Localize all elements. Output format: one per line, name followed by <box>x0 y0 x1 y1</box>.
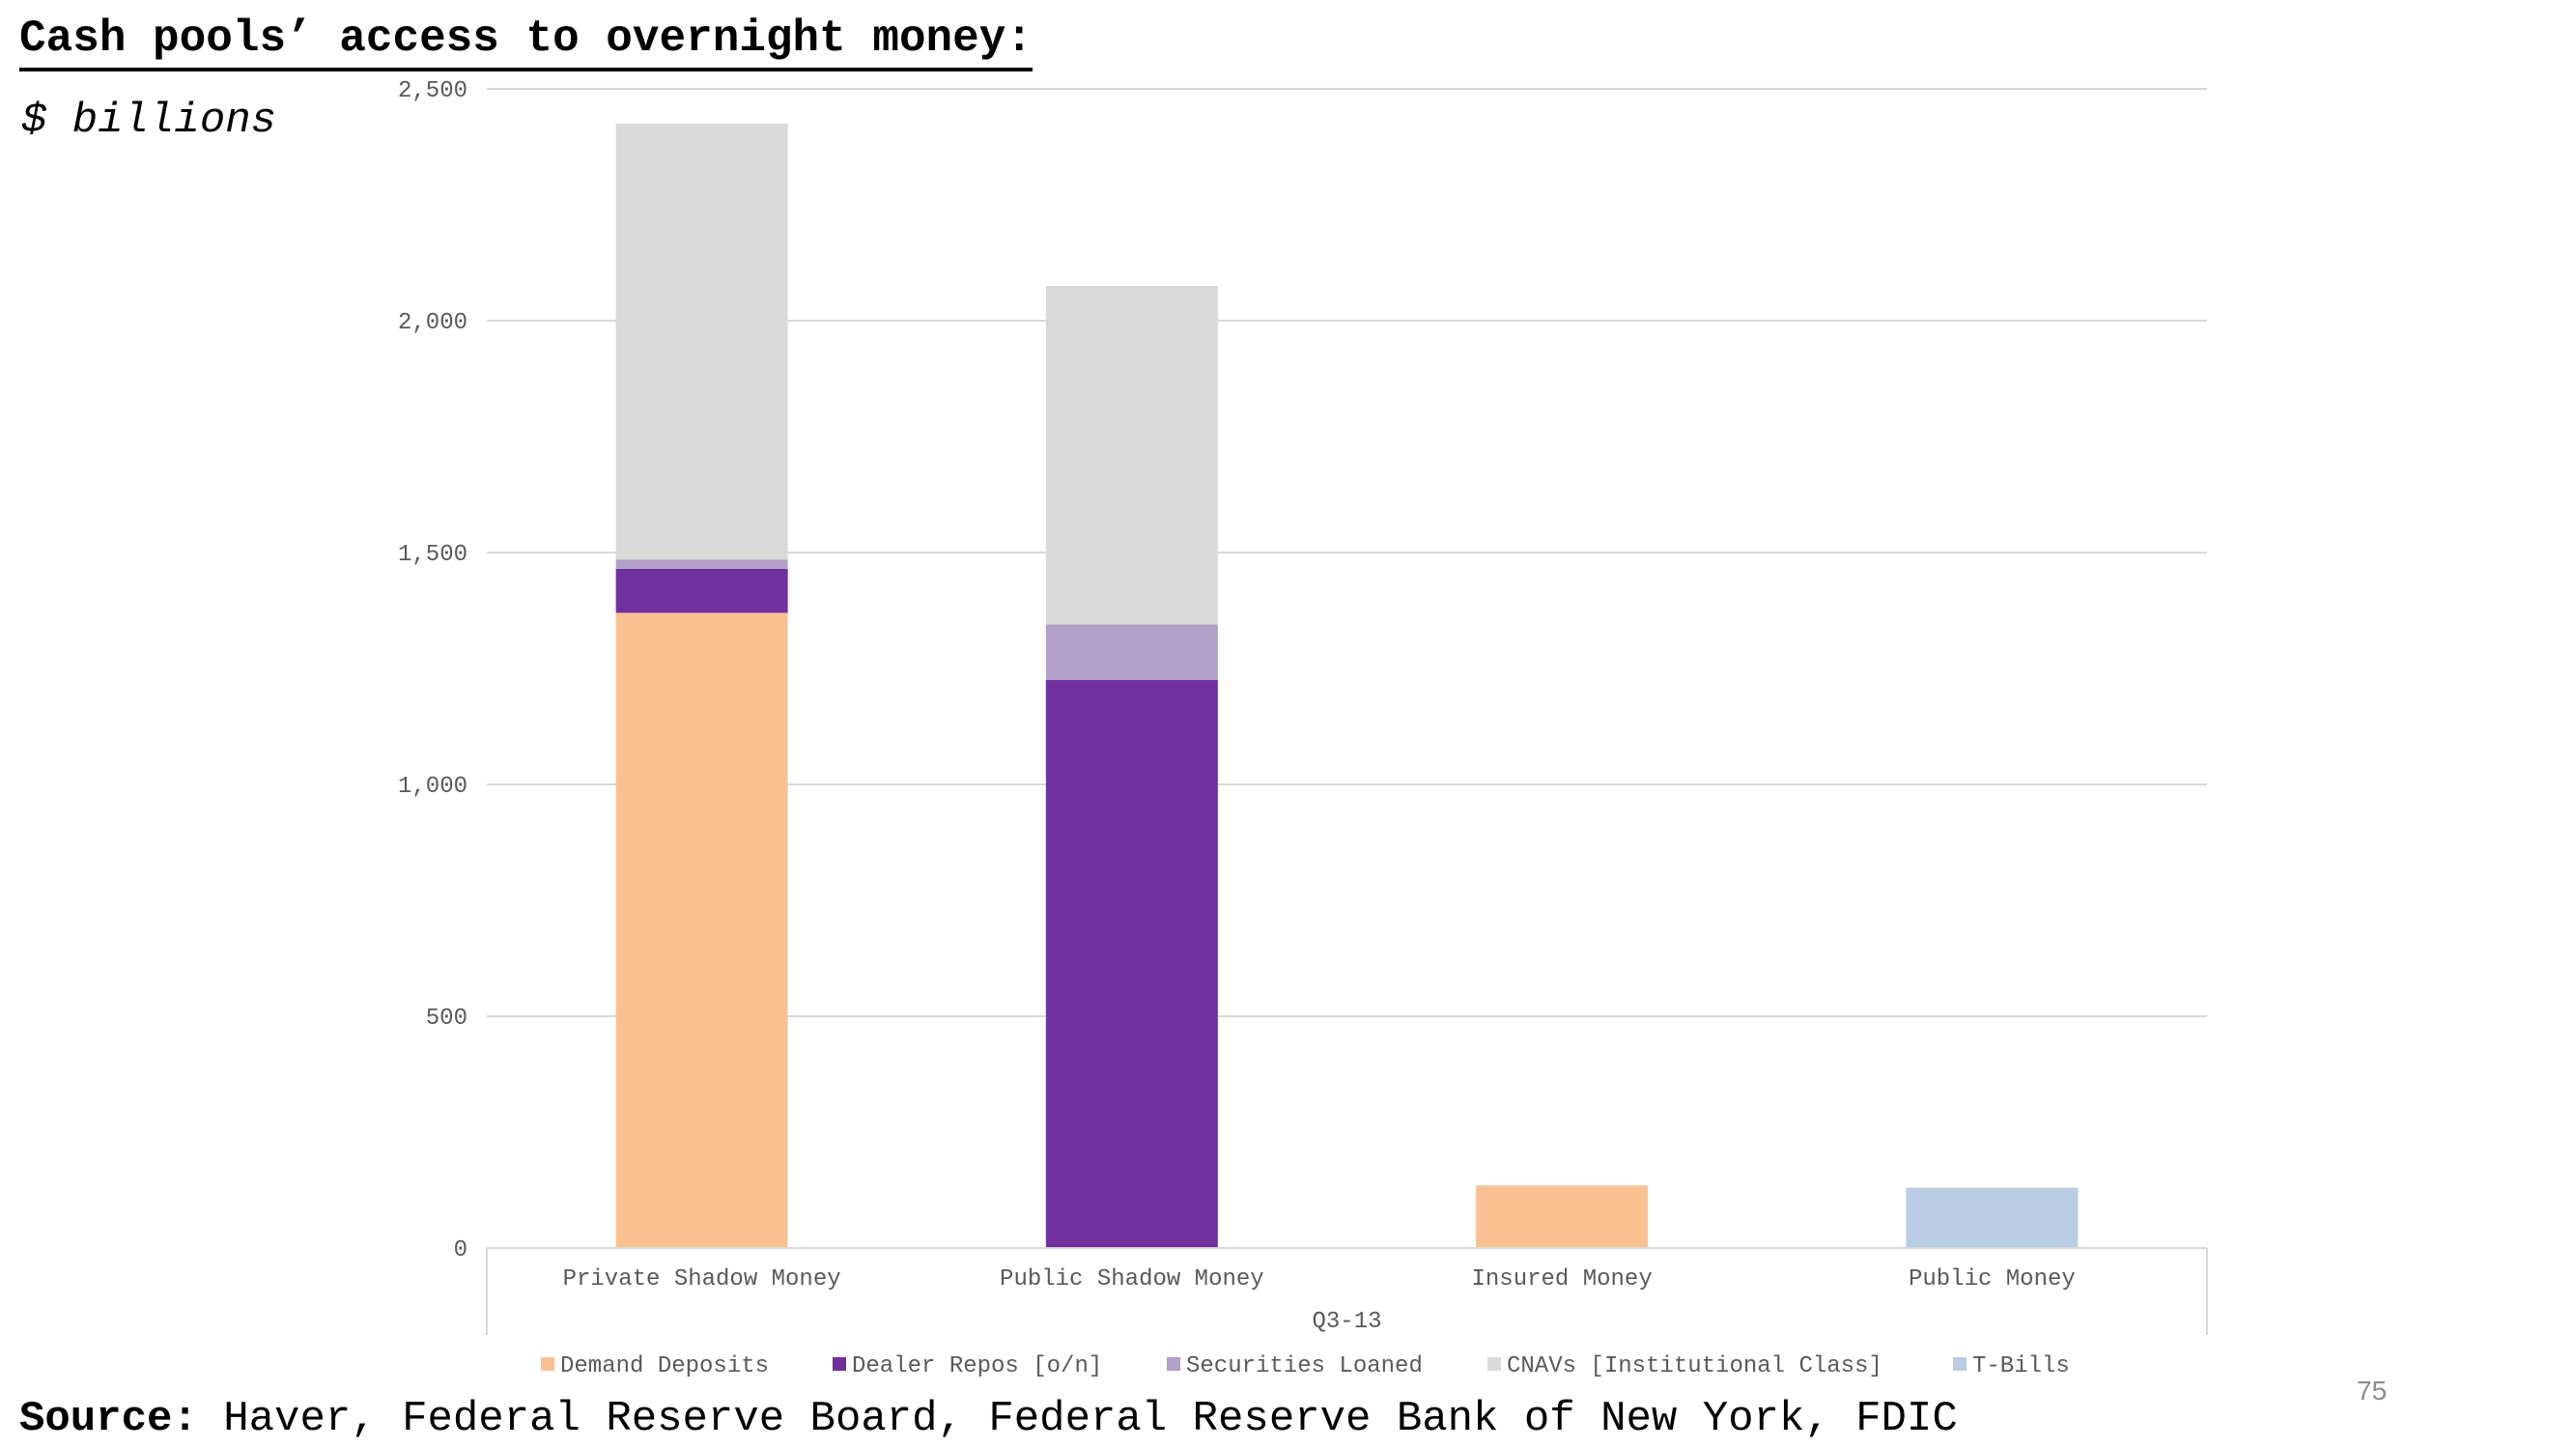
bar-segment <box>1045 286 1218 625</box>
source-label: Source: <box>19 1395 198 1443</box>
x-tick-label: Public Money <box>1909 1266 2076 1293</box>
legend-swatch <box>1167 1357 1180 1371</box>
legend-label: Dealer Repos [o/n] <box>852 1353 1102 1379</box>
y-tick-label: 500 <box>426 1006 467 1032</box>
y-tick-label: 1,500 <box>398 542 467 568</box>
y-tick-label: 1,000 <box>398 774 467 800</box>
y-tick-label: 0 <box>454 1237 467 1264</box>
x-tick-label: Insured Money <box>1472 1266 1653 1293</box>
bars <box>615 124 2079 1248</box>
legend-label: CNAVs [Institutional Class] <box>1507 1353 1882 1379</box>
y-tick-label: 2,000 <box>398 310 467 336</box>
bar-segment <box>1476 1185 1649 1248</box>
legend-label: T-Bills <box>1972 1353 2070 1379</box>
axes: 0 500 1,000 1,500 2,000 2,500 Private Shadow M… <box>398 78 2208 1335</box>
source-text: Haver, Federal Reserve Board, Federal Re… <box>197 1395 1958 1443</box>
bar-segment <box>615 559 788 569</box>
x-tick-label: Public Shadow Money <box>1000 1266 1264 1293</box>
legend-label: Demand Deposits <box>560 1353 769 1379</box>
bar-segment <box>1045 680 1218 1248</box>
legend: Demand Deposits Dealer Repos [o/n] Securit… <box>541 1353 2070 1379</box>
source-note: Source: Haver, Federal Reserve Board, Fe… <box>19 1393 1958 1445</box>
y-tick-label: 2,500 <box>398 78 467 104</box>
bar-segment <box>615 568 788 613</box>
slide-title: Cash pools’ access to overnight money: <box>19 10 1033 71</box>
bar-segment <box>615 124 788 560</box>
legend-swatch <box>1487 1357 1501 1371</box>
page-number: 75 <box>2357 1376 2388 1406</box>
bar-segment <box>1045 624 1218 680</box>
legend-swatch <box>1953 1357 1967 1371</box>
bar-segment <box>615 612 788 1248</box>
legend-swatch <box>833 1357 846 1371</box>
legend-swatch <box>541 1357 554 1371</box>
x-axis-period-label: Q3-13 <box>1312 1309 1381 1335</box>
x-tick-label: Private Shadow Money <box>563 1266 841 1293</box>
unit-subtitle: $ billions <box>21 97 277 145</box>
bar-segment <box>1906 1187 2079 1248</box>
legend-label: Securities Loaned <box>1186 1353 1423 1379</box>
